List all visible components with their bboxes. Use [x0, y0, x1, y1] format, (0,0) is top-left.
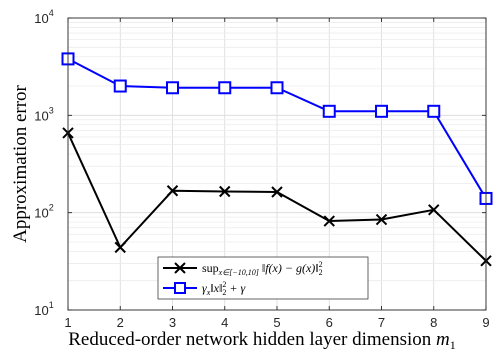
- data-point-series-2-x5: [270, 81, 284, 95]
- x-tick-label-6: 6: [326, 315, 333, 330]
- legend-square-marker: [174, 282, 186, 294]
- x-tick-label-8: 8: [430, 315, 437, 330]
- data-point-series-1-x2: [114, 241, 126, 254]
- y-tick-label-4: 104: [34, 8, 53, 26]
- data-point-series-2-x7: [375, 104, 388, 118]
- y-axis-title: Approximation error: [10, 84, 31, 242]
- x-tick-label-5: 5: [273, 315, 280, 330]
- data-point-series-1-x3: [166, 185, 179, 197]
- legend-entry-series-2: γx‖x‖2 2 + γ: [163, 280, 245, 297]
- data-point-series-1-x8: [428, 204, 440, 216]
- data-point-series-2-x8: [427, 104, 441, 118]
- data-point-series-1-x4: [219, 185, 231, 198]
- x-tick-label-2: 2: [117, 315, 124, 330]
- data-point-series-2-x3: [166, 81, 179, 95]
- data-point-series-1-x6: [323, 215, 335, 227]
- y-tick-label-3: 103: [34, 105, 53, 123]
- y-axis-ticks: 101 102 103 104: [34, 8, 486, 318]
- legend-box: [157, 256, 369, 300]
- legend: supx∈[−10,10] ‖f(x) − g(x)‖2 2 γx‖x‖2 2 + …: [157, 256, 369, 300]
- y-tick-label-2: 102: [34, 203, 53, 221]
- legend-x-marker: [174, 262, 186, 274]
- data-point-series-1-x5: [271, 186, 283, 198]
- y-tick-label-1: 101: [34, 300, 53, 318]
- x-tick-label-3: 3: [169, 315, 176, 330]
- legend-label-series-2: γx‖x‖2 2 + γ: [202, 280, 245, 297]
- x-tick-label-9: 9: [482, 315, 489, 330]
- legend-label-series-1: supx∈[−10,10] ‖f(x) − g(x)‖2 2: [202, 260, 323, 277]
- x-tick-label-4: 4: [221, 315, 228, 330]
- x-tick-label-7: 7: [378, 315, 385, 330]
- legend-entry-series-1: supx∈[−10,10] ‖f(x) − g(x)‖2 2: [163, 260, 323, 277]
- x-tick-label-1: 1: [64, 315, 71, 330]
- data-point-series-2-x4: [218, 81, 232, 95]
- data-point-series-2-x2: [113, 79, 127, 93]
- data-point-series-1-x7: [375, 213, 388, 226]
- x-axis-ticks: 1 2 3 4 5 6 7 8 9: [64, 18, 490, 330]
- x-axis-title: Reduced-order network hidden layer dimen…: [68, 329, 455, 352]
- data-point-series-2-x6: [322, 104, 336, 118]
